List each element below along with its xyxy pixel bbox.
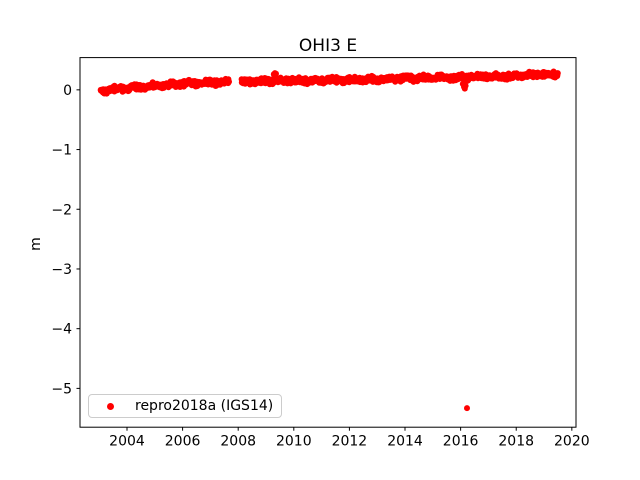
y-tick-label: −5 [51, 381, 72, 397]
chart-title: OHI3 E [298, 36, 358, 56]
x-tick-label: 2010 [276, 434, 312, 450]
x-tick-label: 2014 [387, 434, 423, 450]
x-tick-label: 2004 [109, 434, 145, 450]
axes-spines [79, 57, 577, 428]
x-tick-label: 2012 [332, 434, 368, 450]
x-tick-label: 2008 [220, 434, 256, 450]
x-tick-label: 2018 [498, 434, 534, 450]
y-tick-label: 0 [63, 83, 72, 99]
legend-label: repro2018a (IGS14) [135, 398, 274, 414]
x-tick-label: 2020 [554, 434, 590, 450]
x-tick-label: 2006 [165, 434, 201, 450]
y-tick-label: −1 [51, 143, 72, 159]
legend: repro2018a (IGS14) [88, 394, 282, 418]
y-tick-label: −4 [51, 322, 72, 338]
scatter-series [97, 68, 561, 412]
y-tick-label: −3 [51, 262, 72, 278]
legend-dot-icon [107, 402, 114, 410]
y-tick-label: −2 [51, 202, 72, 218]
x-tick-label: 2016 [443, 434, 479, 450]
